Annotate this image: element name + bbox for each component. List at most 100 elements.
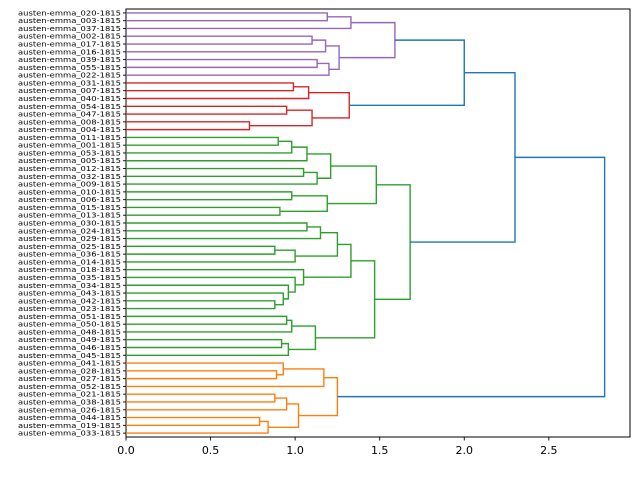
dendrogram-link xyxy=(126,300,276,310)
dendrogram-link xyxy=(126,420,269,434)
dendrogram-link xyxy=(126,16,352,30)
leaf-label: austen-emma_047-1815 xyxy=(18,110,121,119)
leaf-label: austen-emma_011-1815 xyxy=(18,133,121,142)
dendrogram-link xyxy=(126,86,310,100)
x-tick-label: 2.5 xyxy=(540,444,558,457)
leaf-label: austen-emma_024-1815 xyxy=(18,226,121,235)
x-tick-label: 1.0 xyxy=(286,444,304,457)
leaf-label: austen-emma_006-1815 xyxy=(18,195,121,204)
leaf-label: austen-emma_001-1815 xyxy=(18,141,121,150)
dendrogram-link xyxy=(126,416,261,427)
dendrogram-link xyxy=(315,260,376,339)
dendrogram-link xyxy=(268,403,300,428)
dendrogram-link xyxy=(126,397,288,411)
leaf-label: austen-emma_052-1815 xyxy=(18,382,121,391)
leaf-label: austen-emma_046-1815 xyxy=(18,343,121,352)
leaf-label: austen-emma_015-1815 xyxy=(18,203,121,212)
leaf-label: austen-emma_016-1815 xyxy=(18,47,121,56)
leaf-label: austen-emma_008-1815 xyxy=(18,117,121,126)
dendrogram-link xyxy=(126,342,290,356)
leaf-label: austen-emma_050-1815 xyxy=(18,320,121,329)
dendrogram-link xyxy=(295,232,339,257)
leaf-label: austen-emma_031-1815 xyxy=(18,78,121,87)
dendrogram-link xyxy=(126,105,288,115)
dendrogram-link xyxy=(126,245,276,255)
dendrogram-link xyxy=(126,393,276,403)
leaf-label: austen-emma_019-1815 xyxy=(18,421,121,430)
dendrogram-link xyxy=(279,195,328,213)
leaf-label: austen-emma_014-1815 xyxy=(18,257,121,266)
leaf-label: austen-emma_032-1815 xyxy=(18,172,121,181)
leaf-label: austen-emma_040-1815 xyxy=(18,94,121,103)
x-tick-label: 1.5 xyxy=(371,444,389,457)
dendrogram-link xyxy=(126,206,281,216)
leaf-label: austen-emma_049-1815 xyxy=(18,335,121,344)
leaf-label: austen-emma_022-1815 xyxy=(18,71,121,80)
leaf-label: austen-emma_039-1815 xyxy=(18,55,121,64)
leaf-label: austen-emma_009-1815 xyxy=(18,180,121,189)
leaf-label: austen-emma_044-1815 xyxy=(18,413,121,422)
leaf-label: austen-emma_042-1815 xyxy=(18,296,121,305)
dendrogram-link xyxy=(126,58,318,69)
leaf-label: austen-emma_017-1815 xyxy=(18,40,121,49)
dendrogram-link xyxy=(126,362,284,376)
dendrogram-link xyxy=(337,156,606,398)
dendrogram-link xyxy=(126,222,308,232)
dendrogram-link xyxy=(126,39,327,53)
leaf-label: austen-emma_003-1815 xyxy=(18,16,121,25)
dendrogram-link xyxy=(327,165,378,205)
leaf-label: austen-emma_054-1815 xyxy=(18,102,121,111)
leaf-label: austen-emma_051-1815 xyxy=(18,312,121,321)
dendrogram-link xyxy=(126,370,278,380)
dendrogram-link xyxy=(126,12,328,22)
dendrogram-link xyxy=(126,292,284,306)
leaf-label: austen-emma_034-1815 xyxy=(18,281,121,290)
dendrogram-link xyxy=(126,82,295,92)
leaf-label: austen-emma_025-1815 xyxy=(18,242,121,251)
leaf-label: austen-emma_053-1815 xyxy=(18,148,121,157)
dendrogram-link xyxy=(349,39,465,107)
dendrogram-link xyxy=(126,136,279,146)
dendrogram-link xyxy=(126,319,293,333)
dendrogram-link xyxy=(303,243,352,278)
dendrogram-link xyxy=(126,62,330,76)
dendrogram-link xyxy=(126,191,293,201)
dendrogram-link xyxy=(126,35,313,45)
dendrogram-link xyxy=(126,315,288,325)
leaf-label: austen-emma_029-1815 xyxy=(18,234,121,243)
x-tick-label: 2.0 xyxy=(456,444,474,457)
dendrogram-link xyxy=(126,339,283,349)
leaf-label: austen-emma_027-1815 xyxy=(18,374,121,383)
leaf-label: austen-emma_002-1815 xyxy=(18,32,121,41)
leaf-label: austen-emma_038-1815 xyxy=(18,397,121,406)
dendrogram-link xyxy=(126,140,293,154)
leaf-label: austen-emma_004-1815 xyxy=(18,125,121,134)
dendrogram-link xyxy=(306,153,332,179)
leaf-label: austen-emma_012-1815 xyxy=(18,164,121,173)
dendrogram-link xyxy=(126,146,308,162)
dendrogram-link xyxy=(374,184,411,300)
leaf-label: austen-emma_023-1815 xyxy=(18,304,121,313)
x-tick-label: 0.0 xyxy=(117,444,135,457)
leaf-label: austen-emma_035-1815 xyxy=(18,273,121,282)
x-tick-label: 0.5 xyxy=(202,444,220,457)
leaf-label: austen-emma_048-1815 xyxy=(18,327,121,336)
leaf-label: austen-emma_020-1815 xyxy=(18,8,121,17)
dendrogram-link xyxy=(126,167,305,178)
dendrogram-link xyxy=(308,91,350,119)
dendrogram-link xyxy=(325,45,340,71)
dendrogram-link xyxy=(126,171,318,185)
dendrogram-link xyxy=(298,376,339,417)
leaf-label: austen-emma_028-1815 xyxy=(18,366,121,375)
leaf-label: austen-emma_055-1815 xyxy=(18,63,121,72)
leaf-label: austen-emma_005-1815 xyxy=(18,156,121,165)
leaf-label: austen-emma_010-1815 xyxy=(18,187,121,196)
dendrogram-link xyxy=(126,249,296,263)
dendrogram-link xyxy=(249,109,313,127)
leaf-label: austen-emma_037-1815 xyxy=(18,24,121,33)
leaf-label: austen-emma_045-1815 xyxy=(18,351,121,360)
leaf-label: austen-emma_007-1815 xyxy=(18,86,121,95)
leaf-label: austen-emma_036-1815 xyxy=(18,250,121,259)
